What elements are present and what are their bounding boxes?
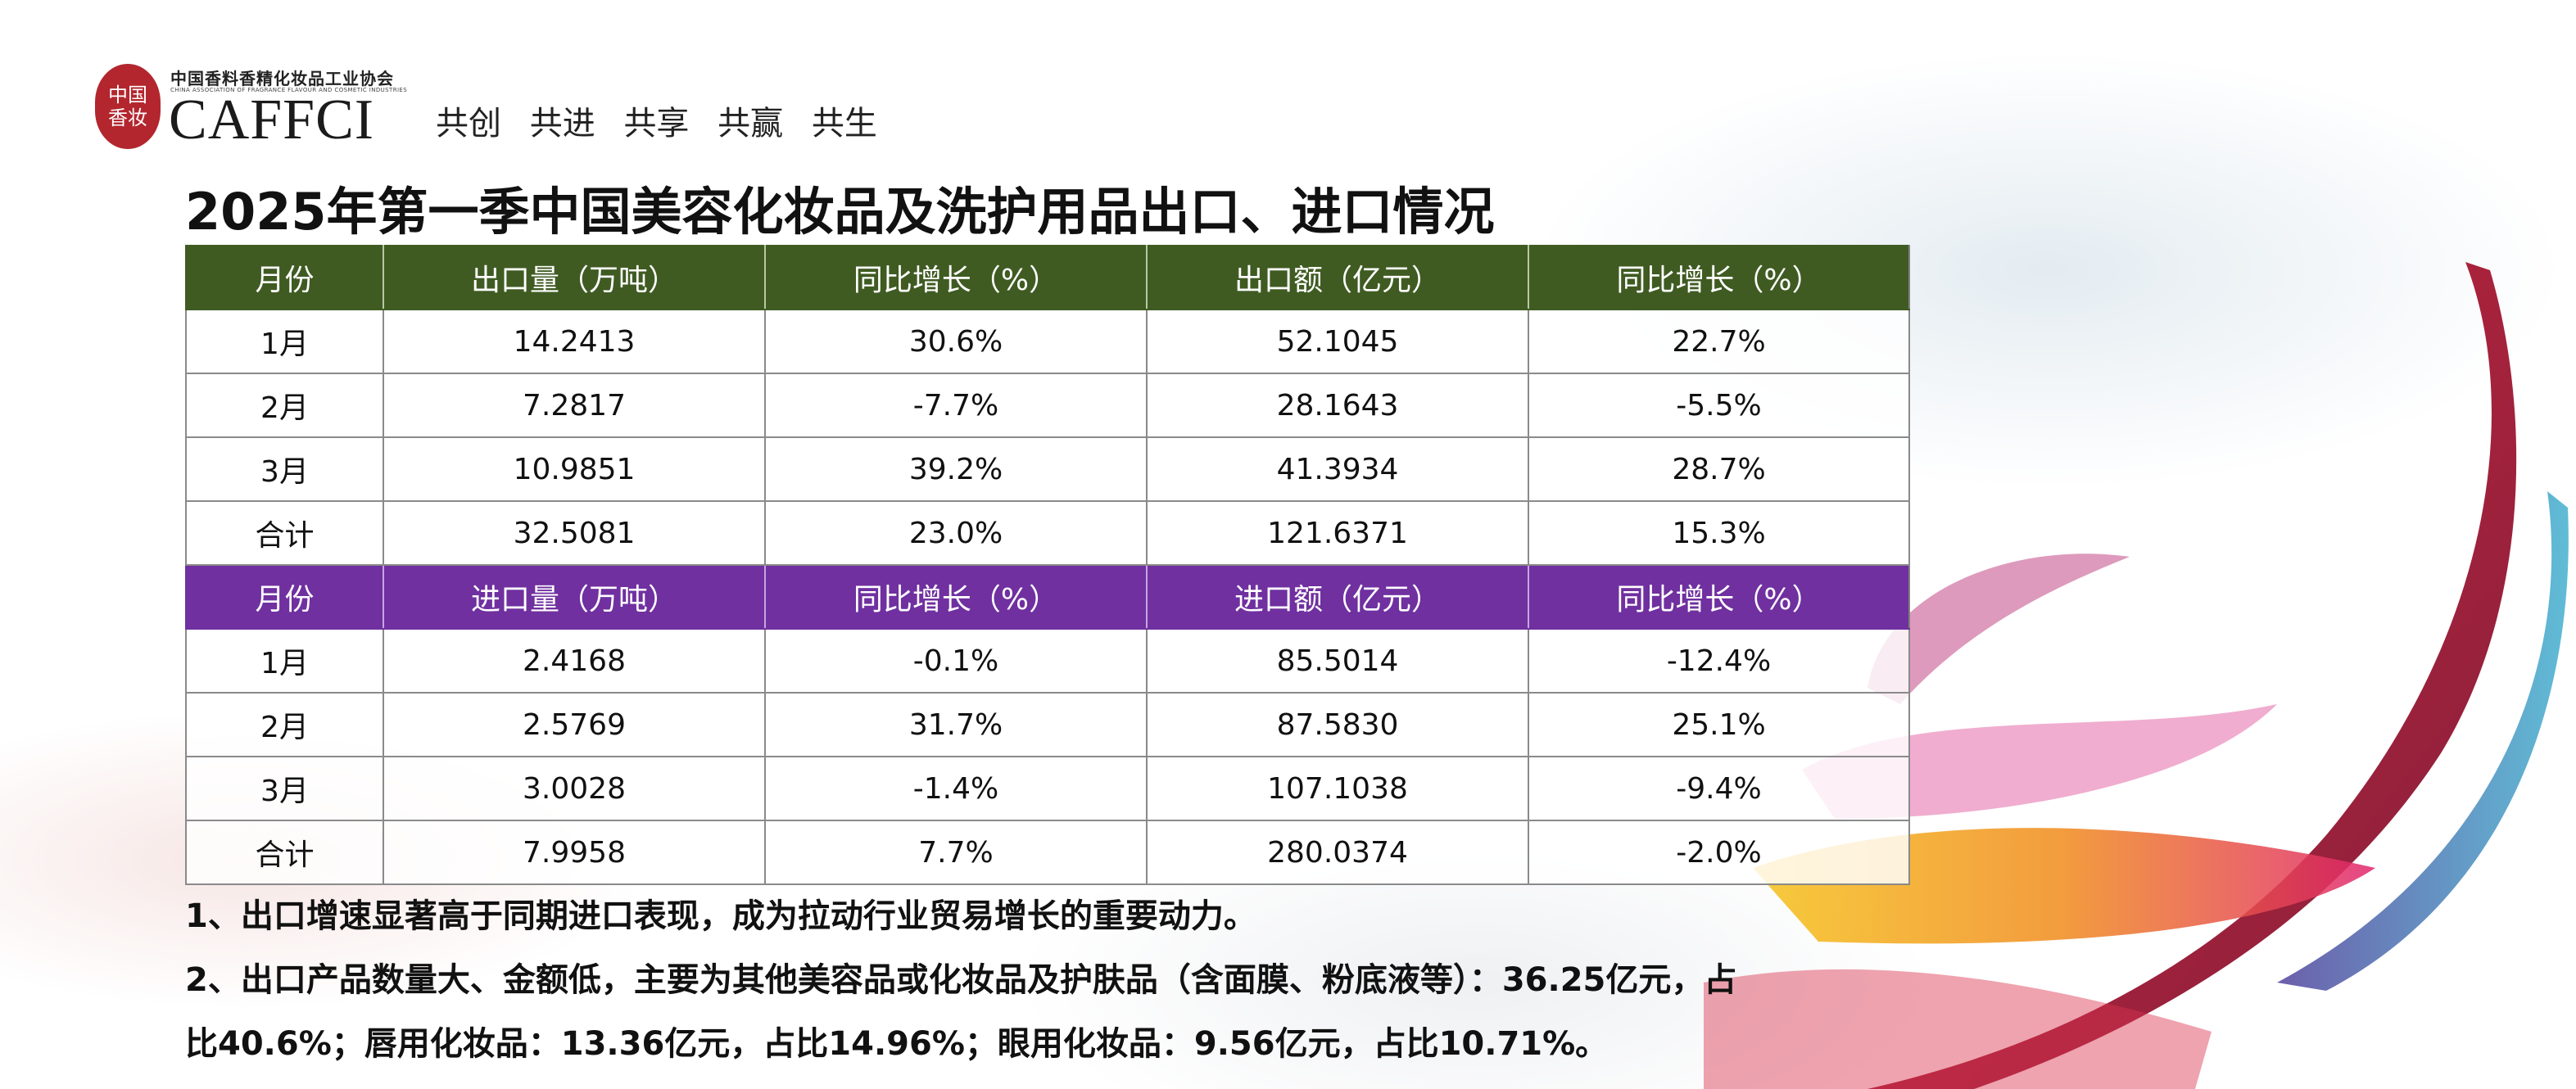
table-cell: 107.1038: [1146, 756, 1529, 821]
header-cell: 出口量（万吨）: [383, 245, 766, 310]
table-cell: 52.1045: [1146, 309, 1529, 374]
table-cell: -9.4%: [1528, 756, 1910, 821]
association-seal-logo: 中国 香妆: [95, 64, 161, 149]
table-cell: 87.5830: [1146, 692, 1529, 757]
table-cell: 2.5769: [383, 692, 766, 757]
page-title: 2025年第一季中国美容化妆品及洗护用品出口、进口情况: [185, 182, 1495, 242]
table-cell: -12.4%: [1528, 628, 1910, 694]
table-row: 3月 10.9851 39.2% 41.3934 28.7%: [185, 436, 1910, 502]
slogan-item: 共生: [811, 105, 877, 142]
table-row-total: 合计 7.9958 7.7% 280.0374 -2.0%: [185, 820, 1910, 885]
header-cell: 月份: [185, 245, 384, 310]
table-cell: 32.5081: [383, 500, 766, 566]
header-cell: 同比增长（%）: [764, 245, 1148, 310]
header-cell: 同比增长（%）: [764, 564, 1148, 630]
header-cell: 进口额（亿元）: [1146, 564, 1529, 630]
org-name-en-full: CHINA ASSOCIATION OF FRAGRANCE FLAVOUR A…: [170, 87, 408, 93]
table-cell: -7.7%: [764, 373, 1148, 438]
table-cell: 31.7%: [764, 692, 1148, 757]
table-cell: 2.4168: [383, 628, 766, 694]
table-cell: 39.2%: [764, 436, 1148, 502]
table-cell: 2月: [185, 692, 384, 757]
table-cell: 121.6371: [1146, 500, 1529, 566]
table-row: 2月 7.2817 -7.7% 28.1643 -5.5%: [185, 373, 1910, 438]
table-cell: 3.0028: [383, 756, 766, 821]
table-cell: 3月: [185, 436, 384, 502]
table-cell: 280.0374: [1146, 820, 1529, 885]
table-cell: 28.1643: [1146, 373, 1529, 438]
slogan-item: 共享: [623, 105, 690, 142]
table-cell: 合计: [185, 500, 384, 566]
seal-text-top: 中国: [108, 84, 147, 106]
seal-text-bottom: 香妆: [108, 106, 147, 129]
table-cell: 85.5014: [1146, 628, 1529, 694]
table-cell: 7.7%: [764, 820, 1148, 885]
slogan-item: 共创: [436, 105, 501, 142]
table-cell: -1.4%: [764, 756, 1148, 821]
header-cell: 出口额（亿元）: [1146, 245, 1529, 310]
table-cell: -0.1%: [764, 628, 1148, 694]
header-cell: 进口量（万吨）: [383, 564, 766, 630]
table-row: 3月 3.0028 -1.4% 107.1038 -9.4%: [185, 756, 1910, 821]
import-header-row: 月份 进口量（万吨） 同比增长（%） 进口额（亿元） 同比增长（%）: [185, 564, 1910, 630]
table-cell: 15.3%: [1528, 500, 1910, 566]
trade-data-table: 月份 出口量（万吨） 同比增长（%） 出口额（亿元） 同比增长（%） 1月 14…: [185, 245, 1910, 885]
table-row: 1月 14.2413 30.6% 52.1045 22.7%: [185, 309, 1910, 374]
table-cell: 22.7%: [1528, 309, 1910, 374]
export-header-row: 月份 出口量（万吨） 同比增长（%） 出口额（亿元） 同比增长（%）: [185, 245, 1910, 310]
table-cell: 3月: [185, 756, 384, 821]
table-row: 1月 2.4168 -0.1% 85.5014 -12.4%: [185, 628, 1910, 694]
table-row-total: 合计 32.5081 23.0% 121.6371 15.3%: [185, 500, 1910, 566]
table-cell: 41.3934: [1146, 436, 1529, 502]
table-cell: 10.9851: [383, 436, 766, 502]
table-cell: 25.1%: [1528, 692, 1910, 757]
table-cell: 合计: [185, 820, 384, 885]
org-abbr-logo: CAFFCI: [169, 88, 375, 151]
table-cell: 7.2817: [383, 373, 766, 438]
slogan-item: 共进: [529, 105, 595, 142]
header-cell: 月份: [185, 564, 384, 630]
table-cell: -5.5%: [1528, 373, 1910, 438]
note-item: 1、出口增速显著高于同期进口表现，成为拉动行业贸易增长的重要动力。: [185, 897, 1256, 935]
table-cell: 7.9958: [383, 820, 766, 885]
slogan-item: 共赢: [718, 105, 784, 142]
header-cell: 同比增长（%）: [1528, 245, 1910, 310]
table-cell: 2月: [185, 373, 384, 438]
table-cell: -2.0%: [1528, 820, 1910, 885]
header-cell: 同比增长（%）: [1528, 564, 1910, 630]
org-name-cn: 中国香料香精化妆品工业协会: [170, 69, 394, 88]
table-cell: 1月: [185, 309, 384, 374]
table-cell: 30.6%: [764, 309, 1148, 374]
table-cell: 23.0%: [764, 500, 1148, 566]
table-cell: 14.2413: [383, 309, 766, 374]
slogan: 共创 共进 共享 共赢 共生: [436, 97, 895, 144]
note-item: 2、出口产品数量大、金额低，主要为其他美容品或化妆品及护肤品（含面膜、粉底液等）…: [185, 961, 1737, 1063]
summary-notes: 1、出口增速显著高于同期进口表现，成为拉动行业贸易增长的重要动力。 2、出口产品…: [185, 884, 1758, 1076]
table-cell: 28.7%: [1528, 436, 1910, 502]
table-row: 2月 2.5769 31.7% 87.5830 25.1%: [185, 692, 1910, 757]
table-cell: 1月: [185, 628, 384, 694]
